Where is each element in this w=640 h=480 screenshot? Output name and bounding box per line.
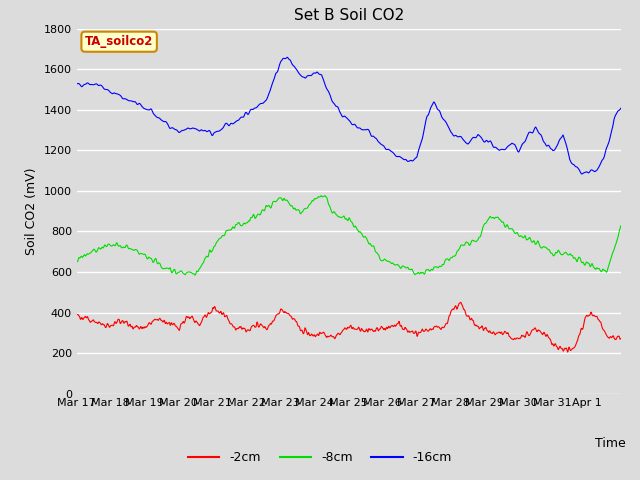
- Text: TA_soilco2: TA_soilco2: [85, 35, 154, 48]
- X-axis label: Time: Time: [595, 437, 625, 450]
- Title: Set B Soil CO2: Set B Soil CO2: [294, 9, 404, 24]
- Y-axis label: Soil CO2 (mV): Soil CO2 (mV): [25, 168, 38, 255]
- Legend: -2cm, -8cm, -16cm: -2cm, -8cm, -16cm: [183, 446, 457, 469]
